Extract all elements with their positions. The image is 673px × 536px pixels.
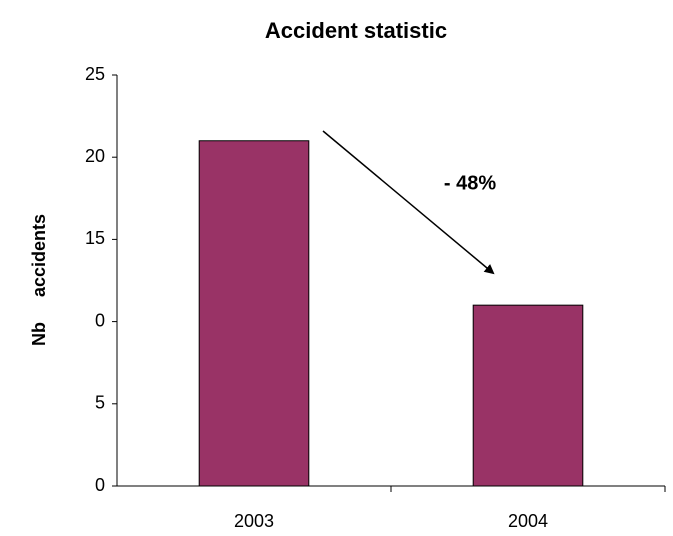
y-tick-label: 15 bbox=[85, 228, 105, 248]
y-tick-label: 20 bbox=[85, 146, 105, 166]
annotation: - 48% bbox=[444, 172, 496, 194]
trend-arrow bbox=[322, 130, 495, 275]
y-axis-label: Nb accidents bbox=[29, 214, 49, 346]
y-tick-label: 0 bbox=[95, 475, 105, 495]
chart-title: Accident statistic bbox=[265, 18, 447, 43]
bar bbox=[198, 140, 310, 487]
bar bbox=[472, 304, 584, 487]
y-tick-label: 25 bbox=[85, 64, 105, 84]
x-tick-label: 2004 bbox=[508, 511, 548, 531]
y-tick-label: 5 bbox=[95, 393, 105, 413]
x-tick-label: 2003 bbox=[234, 511, 274, 531]
y-tick-label: 0 bbox=[95, 310, 105, 330]
